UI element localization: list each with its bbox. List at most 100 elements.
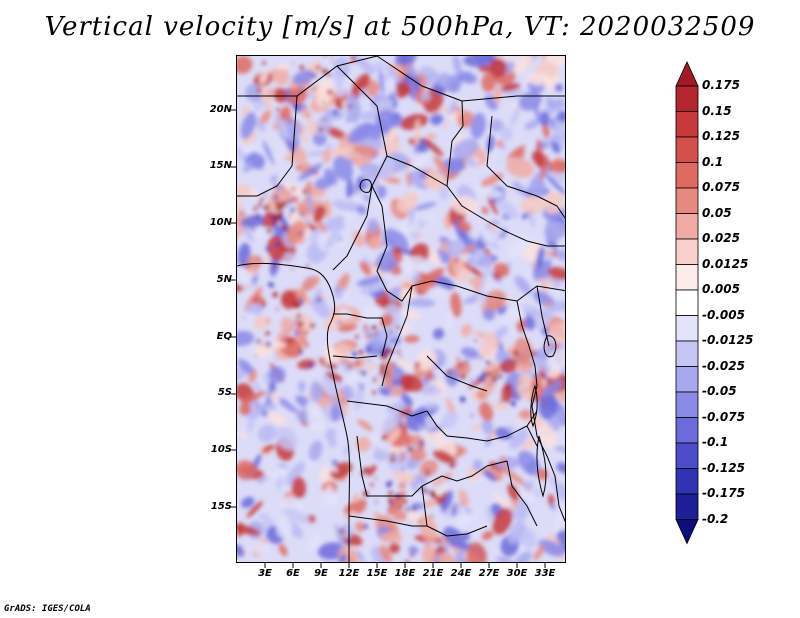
ascent-patch [398, 481, 407, 490]
ascent-patch [457, 220, 472, 233]
convective-cell [385, 372, 389, 376]
convective-cell [312, 74, 317, 78]
lat-label-5s: 5S [217, 387, 232, 398]
ascent-patch [481, 530, 494, 541]
ascent-patch [393, 246, 403, 255]
convective-cell [398, 349, 400, 352]
descent-patch [538, 539, 565, 557]
descent-patch [240, 215, 265, 229]
ascent-patch [466, 542, 487, 562]
convective-cell [375, 500, 378, 504]
descent-patch [262, 140, 275, 166]
convective-cell [384, 355, 388, 359]
descent-patch [264, 468, 288, 479]
descent-patch [400, 393, 413, 407]
convective-cell [399, 504, 403, 509]
ascent-patch [484, 290, 506, 311]
colorbar-tick-label: 0.15 [702, 103, 732, 118]
colorbar-box [675, 111, 699, 138]
descent-patch [276, 134, 290, 157]
descent-patch [387, 286, 404, 302]
descent-patch [521, 304, 544, 319]
ascent-patch [355, 436, 372, 452]
descent-patch [298, 380, 306, 393]
lon-label-6e: 6E [286, 568, 300, 579]
descent-patch [264, 402, 277, 411]
ascent-patch [280, 316, 295, 335]
descent-patch [441, 411, 458, 430]
convective-cell [399, 355, 402, 358]
convective-cell [456, 357, 460, 361]
colorbar-tick-label: 0.1 [702, 154, 724, 169]
ascent-patch [237, 184, 252, 199]
ascent-patch [442, 121, 448, 130]
lon-label-3e: 3E [258, 568, 272, 579]
colorbar-tick-label: 0.0125 [702, 256, 749, 271]
ascent-patch [537, 468, 549, 481]
descent-patch [474, 184, 481, 191]
descent-patch [371, 435, 388, 452]
descent-patch [500, 124, 507, 134]
ascent-patch [493, 262, 510, 277]
descent-patch [354, 385, 365, 410]
convective-cell [318, 127, 324, 132]
descent-patch [276, 475, 284, 491]
colorbar-tick-label: -0.025 [702, 358, 745, 373]
convective-cell [419, 446, 423, 450]
ascent-patch [301, 107, 312, 120]
descent-patch [539, 111, 551, 127]
convective-cell [389, 527, 392, 530]
ascent-patch [487, 219, 498, 234]
convective-cell [284, 298, 287, 302]
colorbar-tick-label: 0.175 [702, 78, 740, 92]
convective-cell [272, 264, 276, 269]
ascent-patch [460, 324, 473, 337]
convective-cell [363, 467, 369, 473]
descent-patch [507, 236, 531, 259]
descent-patch [424, 384, 437, 393]
velocity-field [237, 56, 565, 562]
ascent-patch [453, 360, 471, 378]
ascent-patch [273, 87, 288, 103]
ascent-patch [259, 110, 272, 125]
convective-cell [446, 369, 451, 375]
ascent-patch [458, 446, 467, 455]
convective-cell [506, 382, 509, 384]
descent-patch [482, 307, 496, 321]
descent-patch [447, 99, 458, 116]
descent-patch [427, 425, 444, 433]
convective-cell [253, 207, 257, 211]
descent-patch [443, 526, 466, 549]
lat-label-20n: 20N [209, 104, 232, 115]
convective-cell [531, 351, 537, 356]
convective-cell [305, 330, 309, 334]
descent-patch [496, 198, 519, 220]
descent-patch [246, 303, 265, 315]
convective-cell [530, 363, 533, 366]
ascent-patch [398, 322, 412, 336]
convective-cell [298, 346, 302, 349]
convective-cell [299, 65, 305, 71]
convective-cell [293, 103, 298, 109]
convective-cell [321, 68, 327, 74]
descent-patch [333, 57, 351, 79]
ascent-patch [409, 448, 427, 462]
descent-patch [538, 392, 558, 420]
colorbar-box [675, 213, 699, 240]
descent-patch [495, 349, 508, 363]
ascent-patch [237, 56, 253, 74]
convective-cell [331, 56, 334, 59]
convective-cell [256, 339, 260, 343]
convective-cell [425, 544, 428, 547]
ascent-patch [322, 149, 332, 164]
ascent-patch [395, 359, 412, 370]
descent-patch [508, 428, 529, 450]
convective-cell [516, 416, 518, 419]
descent-patch [416, 482, 433, 492]
ascent-patch [240, 390, 267, 405]
convective-cell [279, 211, 284, 216]
convective-cell [355, 360, 360, 365]
convective-cell [389, 331, 392, 334]
convective-cell [471, 414, 474, 417]
ascent-patch [389, 385, 405, 397]
